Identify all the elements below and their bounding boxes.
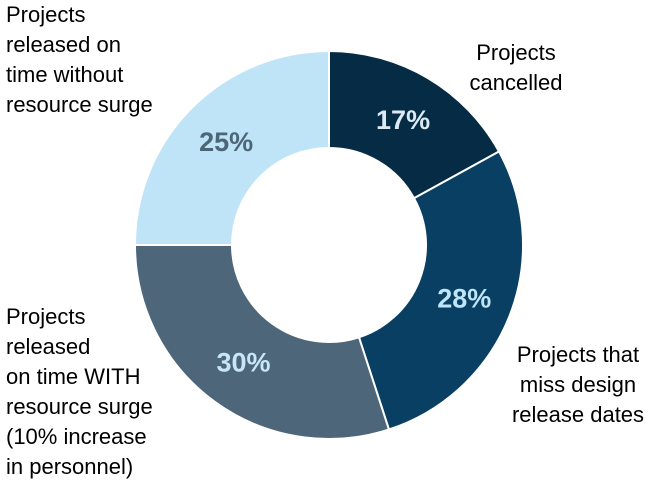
category-label-2: Projects that miss design release dates [512,342,644,427]
category-label-line: time without [6,62,123,87]
data-label-1: 17% [376,105,430,135]
category-label-line: Projects [476,40,555,65]
category-label-line: released on [6,32,121,57]
category-label-1: Projects cancelled [470,40,563,95]
donut-slice-1 [328,49,501,200]
category-label-line: Projects that [517,342,639,367]
category-label-line: miss design [520,372,636,397]
category-label-line: on time WITH [6,364,140,389]
category-label-line: released [6,334,90,359]
category-label-3: Projects released on time WITH resource sur… [6,304,153,479]
data-label-3: 30% [216,348,270,378]
category-label-line: resource surge [6,92,153,117]
category-label-4: Projects released on time without resource … [6,2,153,117]
category-label-line: resource surge [6,394,153,419]
category-label-line: cancelled [470,70,563,95]
donut-slice-4 [133,49,330,246]
category-label-line: (10% increase [6,424,147,449]
donut-slice-2 [357,150,524,431]
category-label-line: release dates [512,402,644,427]
data-label-2: 28% [437,284,491,314]
category-label-line: in personnel) [6,454,133,479]
category-label-line: Projects [6,2,85,27]
donut-slice-3 [133,244,391,440]
category-label-line: Projects [6,304,85,329]
data-label-4: 25% [199,127,253,157]
